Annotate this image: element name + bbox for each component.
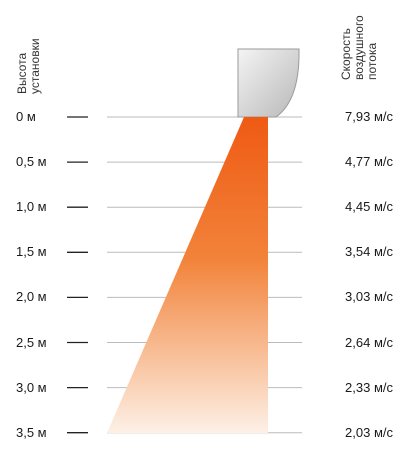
height-value: 3,0 м bbox=[16, 379, 47, 395]
speed-value: 4,77 м/с bbox=[345, 154, 393, 170]
airflow-cone bbox=[107, 117, 268, 433]
speed-value: 3,54 м/с bbox=[345, 244, 393, 260]
level-row: 2,5 м 2,64 м/с bbox=[0, 333, 409, 353]
speed-value: 4,45 м/с bbox=[345, 199, 393, 215]
speed-value: 2,64 м/с bbox=[345, 334, 393, 350]
speed-value: 3,03 м/с bbox=[345, 289, 393, 305]
level-row: 0 м 7,93 м/с bbox=[0, 107, 409, 127]
speed-value: 2,03 м/с bbox=[345, 424, 393, 440]
speed-value: 2,33 м/с bbox=[345, 379, 393, 395]
level-row: 0,5 м 4,77 м/с bbox=[0, 152, 409, 172]
height-value: 1,5 м bbox=[16, 244, 47, 260]
level-row: 1,0 м 4,45 м/с bbox=[0, 197, 409, 217]
height-value: 1,0 м bbox=[16, 199, 47, 215]
height-value: 2,5 м bbox=[16, 334, 47, 350]
level-row: 3,5 м 2,03 м/с bbox=[0, 423, 409, 443]
height-value: 3,5 м bbox=[16, 424, 47, 440]
height-value: 0 м bbox=[16, 109, 36, 124]
height-value: 0,5 м bbox=[16, 154, 47, 170]
level-row: 2,0 м 3,03 м/с bbox=[0, 287, 409, 307]
level-row: 3,0 м 2,33 м/с bbox=[0, 378, 409, 398]
air-curtain-device-icon bbox=[237, 48, 300, 118]
level-row: 1,5 м 3,54 м/с bbox=[0, 242, 409, 262]
height-value: 2,0 м bbox=[16, 289, 47, 305]
speed-value: 7,93 м/с bbox=[345, 109, 393, 124]
